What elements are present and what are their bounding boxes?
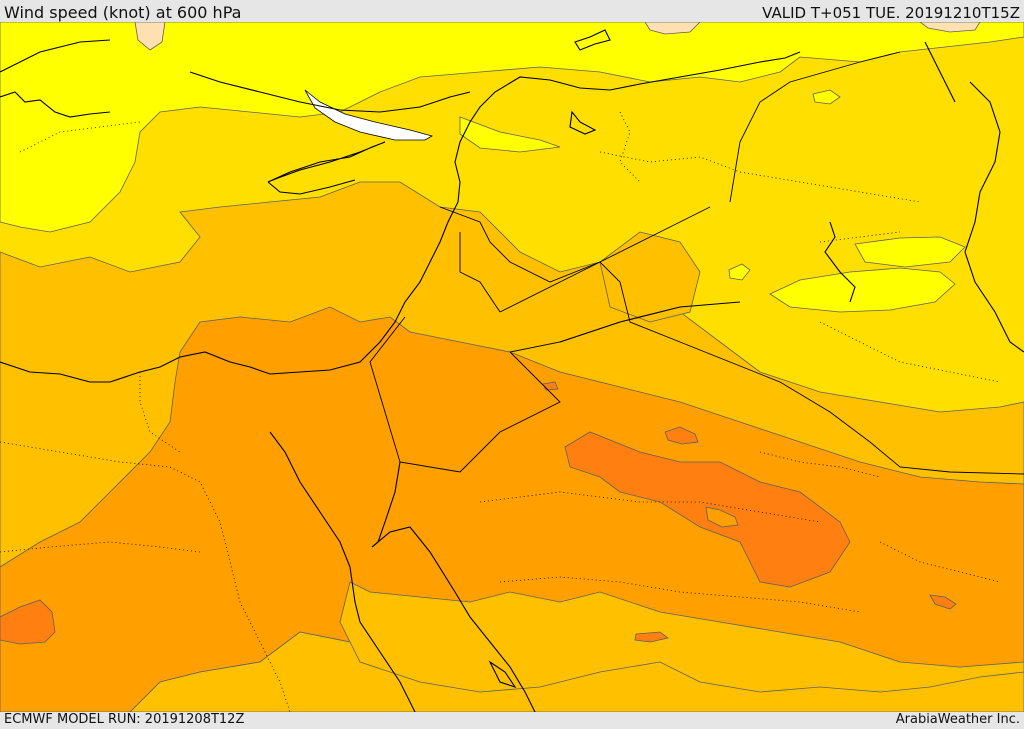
- wind-speed-map: [0, 22, 1024, 712]
- band-peach-1: [134, 22, 166, 51]
- band-orange-south: [0, 306, 1024, 712]
- band-dark-orange-small-1: [664, 426, 699, 445]
- band-yellow-east-2: [854, 236, 966, 268]
- band-dark-orange-small-2: [929, 594, 957, 610]
- valid-time: VALID T+051 TUE. 20191210T15Z: [762, 4, 1020, 22]
- coastlines: [0, 29, 1024, 712]
- model-run-label: ECMWF MODEL RUN: 20191208T12Z: [4, 712, 245, 727]
- band-dark-orange-small-4: [542, 381, 559, 391]
- country-borders: [369, 51, 1024, 475]
- band-peach-2: [644, 22, 701, 35]
- band-yellow-east-1: [769, 267, 956, 313]
- band-orange-hole: [705, 506, 739, 528]
- map-footer: ECMWF MODEL RUN: 20191208T12Z ArabiaWeat…: [0, 712, 1024, 729]
- band-dark-orange-west: [0, 599, 56, 645]
- map-title: Wind speed (knot) at 600 hPa: [4, 3, 242, 22]
- brand-label: ArabiaWeather Inc.: [895, 712, 1020, 727]
- band-yellow-east-4: [812, 89, 841, 105]
- province-boundaries: [0, 111, 1001, 712]
- band-yellow-east-3: [728, 263, 751, 281]
- map-header: Wind speed (knot) at 600 hPa VALID T+051…: [0, 0, 1024, 22]
- band-dark-orange-small-3: [634, 631, 669, 643]
- band-amber-east: [599, 231, 701, 323]
- band-gold-lower: [129, 631, 1024, 712]
- lake-white: [304, 89, 434, 141]
- band-peach-3: [919, 22, 981, 33]
